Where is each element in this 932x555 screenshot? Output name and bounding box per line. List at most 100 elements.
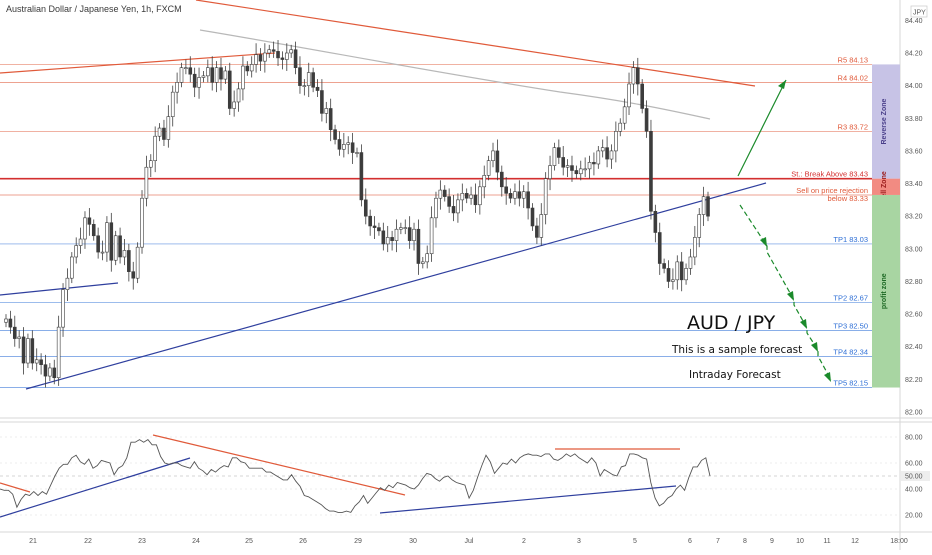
time-tick-label: Jul xyxy=(465,538,474,545)
candle-body xyxy=(350,142,355,153)
candle-body xyxy=(34,359,39,364)
candle-body xyxy=(706,196,710,217)
candle-body xyxy=(372,225,377,228)
candle-body xyxy=(469,194,473,199)
candle-body xyxy=(688,256,693,269)
candle-body xyxy=(267,49,272,54)
candle-body xyxy=(289,49,293,54)
candle-body xyxy=(478,186,482,206)
candle-body xyxy=(342,144,346,150)
candle-body xyxy=(649,131,653,212)
price-tick-label: 83.80 xyxy=(905,116,923,123)
candle-body xyxy=(78,238,83,246)
candle-body xyxy=(284,52,289,60)
candle-body xyxy=(552,147,557,166)
candle-body xyxy=(320,90,324,114)
candle-body xyxy=(302,85,307,87)
candle-body xyxy=(188,67,193,75)
candle-body xyxy=(245,65,250,72)
candle-body xyxy=(135,246,140,279)
time-tick-label: 24 xyxy=(192,538,200,545)
trendlines xyxy=(0,0,767,390)
candle-body xyxy=(131,271,136,279)
price-tick-label: 84.40 xyxy=(905,18,923,25)
candle-body xyxy=(671,279,675,282)
candle-body xyxy=(425,253,430,263)
candle-body xyxy=(508,193,513,199)
candle-body xyxy=(635,67,640,85)
candle-body xyxy=(701,196,706,215)
time-tick-label: 12 xyxy=(851,538,859,545)
candle-body xyxy=(30,338,35,364)
candle-body xyxy=(385,237,390,245)
candle-body xyxy=(219,67,223,80)
candle-body xyxy=(166,116,171,140)
zone-band xyxy=(872,64,900,179)
rsi-line xyxy=(0,439,711,513)
candle-body xyxy=(587,162,592,170)
candle-body xyxy=(416,228,421,264)
price-tick-label: 83.00 xyxy=(905,246,923,253)
candle-body xyxy=(17,336,21,339)
rsi-tick-label: 80.00 xyxy=(905,435,923,442)
price-tick-label: 83.40 xyxy=(905,181,923,188)
time-tick-label: 7 xyxy=(716,538,720,545)
time-tick-label: 30 xyxy=(409,538,417,545)
candle-body xyxy=(464,193,469,199)
moving-average-line xyxy=(199,29,711,120)
candle-body xyxy=(175,82,179,93)
candle-body xyxy=(346,142,351,145)
candle-body xyxy=(271,49,276,52)
level-label: R4 84.02 xyxy=(838,73,868,82)
time-tick-label: 9 xyxy=(770,538,774,545)
candle-body xyxy=(653,210,658,233)
candle-body xyxy=(148,160,153,168)
candle-body xyxy=(491,150,495,161)
candle-body xyxy=(61,289,65,328)
currency-badge: JPY xyxy=(910,5,928,18)
time-tick-label: 29 xyxy=(354,538,362,545)
candle-body xyxy=(311,72,315,88)
candle-body xyxy=(140,197,144,248)
candle-body xyxy=(109,222,114,261)
candle-body xyxy=(8,318,13,328)
candle-body xyxy=(26,338,30,364)
candle-body xyxy=(48,367,52,377)
candle-body xyxy=(293,49,298,68)
candle-body xyxy=(517,191,522,199)
candle-body xyxy=(434,197,438,219)
candle-body xyxy=(263,52,267,62)
time-tick-label: 22 xyxy=(84,538,92,545)
price-tick-label: 82.20 xyxy=(905,377,923,384)
candle-body xyxy=(609,150,614,160)
candle-body xyxy=(56,326,61,379)
candle-body xyxy=(359,152,364,201)
candle-body xyxy=(337,139,342,150)
price-tick-label: 83.20 xyxy=(905,214,923,221)
candle-body xyxy=(39,359,43,365)
bullish-forecast-arrow xyxy=(737,79,787,177)
level-label: R5 84.13 xyxy=(838,55,868,64)
time-tick-label: 11 xyxy=(823,538,830,545)
candle-body xyxy=(254,54,258,65)
time-tick-label: 21 xyxy=(29,538,37,545)
candle-body xyxy=(583,168,587,171)
candle-body xyxy=(280,57,285,60)
candle-body xyxy=(12,326,17,339)
candle-body xyxy=(87,217,92,225)
candle-body xyxy=(644,108,649,132)
bearish-arrowhead-icon xyxy=(787,291,794,301)
candle-body xyxy=(394,228,399,241)
candle-body xyxy=(521,191,526,199)
time-tick-label: 2 xyxy=(522,538,526,545)
sample-forecast-note: This is a sample forecast xyxy=(671,344,802,356)
bullish-arrowhead-icon xyxy=(778,80,786,89)
price-tick-label: 84.00 xyxy=(905,83,923,90)
level-label: TP3 82.50 xyxy=(833,321,868,330)
candle-body xyxy=(407,227,412,241)
candle-body xyxy=(504,186,508,194)
candle-body xyxy=(206,67,210,77)
candle-body xyxy=(52,367,57,379)
